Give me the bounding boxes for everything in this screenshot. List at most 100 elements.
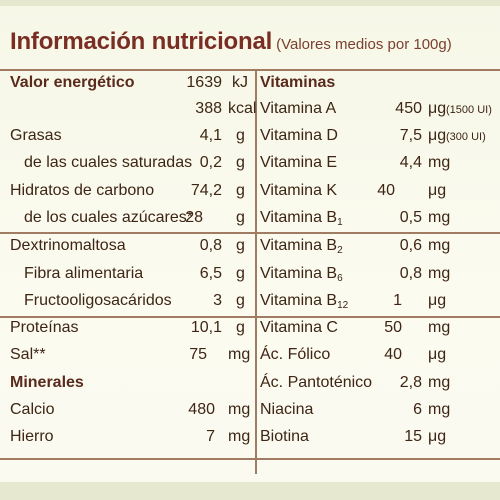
vitamin-label: Vitamina C xyxy=(260,319,338,336)
nutrient-label: Proteínas xyxy=(10,319,79,336)
vitamin-unit: μg xyxy=(428,292,447,309)
column-divider xyxy=(255,71,257,474)
vitamin-unit: mg xyxy=(428,265,451,282)
energy-kj-value: 1639 xyxy=(186,74,222,91)
vitamin-subscript: 12 xyxy=(337,300,349,311)
nutrient-unit: g xyxy=(236,182,245,199)
vitamin-value: 40 xyxy=(377,182,395,199)
top-strip xyxy=(0,0,500,6)
vitamin-value: 0,5 xyxy=(399,209,422,226)
energy-kj-unit: kJ xyxy=(232,74,248,91)
vitamin-note: (1500 UI) xyxy=(446,104,492,116)
vitamin-value: 1 xyxy=(393,292,402,309)
vitamin-unit: mg xyxy=(428,401,451,418)
energy-kcal-value: 388 xyxy=(195,100,222,117)
vitamin-value: 40 xyxy=(384,346,402,363)
title-subtitle: (Valores medios por 100g) xyxy=(276,36,452,53)
vitamin-label: Ác. Pantoténico xyxy=(260,374,373,391)
mineral-label: Hierro xyxy=(10,428,54,445)
nutrient-unit: g xyxy=(236,127,245,144)
vitamin-label-text: Vitamina B xyxy=(260,265,338,282)
vitamin-value: 6 xyxy=(413,401,422,418)
energy-kcal-unit: kcal xyxy=(228,100,257,117)
nutrient-label: Grasas xyxy=(10,127,62,144)
vitamin-label: Vitamina E xyxy=(260,154,338,171)
vitamins-heading: Vitaminas xyxy=(260,74,336,91)
vitamin-label: Niacina xyxy=(260,401,314,418)
vitamin-value: 4,4 xyxy=(399,154,422,171)
nutrient-unit: g xyxy=(236,319,245,336)
vitamin-unit: mg xyxy=(428,374,451,391)
nutrient-value: 6,5 xyxy=(199,265,222,282)
vitamin-unit: mg xyxy=(428,154,451,171)
mineral-unit: mg xyxy=(228,401,251,418)
header-rule xyxy=(0,69,500,71)
vitamin-unit: μg xyxy=(428,182,447,199)
vitamin-value: 450 xyxy=(395,100,422,117)
vitamin-value: 7,5 xyxy=(399,127,422,144)
vitamin-value: 0,8 xyxy=(399,265,422,282)
nutrient-value: 28 xyxy=(185,209,203,226)
vitamin-unit: μg xyxy=(428,346,447,363)
vitamin-label-text: Vitamina B xyxy=(260,292,338,309)
page-title: Información nutricional (Valores medios p… xyxy=(10,30,452,57)
mineral-value: 480 xyxy=(188,401,215,418)
vitamin-unit: mg xyxy=(428,209,451,226)
nutrient-value: 0,8 xyxy=(199,237,222,254)
nutrient-label: Hidratos de carbono xyxy=(10,182,155,199)
vitamin-label: Vitamina B2 xyxy=(260,235,343,257)
mineral-value: 7 xyxy=(206,428,215,445)
nutrient-value: 10,1 xyxy=(190,319,222,336)
vitamin-label: Vitamina B12 xyxy=(260,290,348,312)
vitamin-subscript: 1 xyxy=(337,217,343,228)
vitamin-value: 50 xyxy=(384,319,402,336)
section-rule xyxy=(0,316,500,318)
vitamin-label: Ác. Fólico xyxy=(260,346,331,363)
nutrient-value: 0,2 xyxy=(199,154,222,171)
title-main: Información nutricional xyxy=(10,28,273,55)
vitamin-label: Vitamina K xyxy=(260,182,338,199)
nutrient-unit: mg xyxy=(228,346,251,363)
vitamin-unit: μg xyxy=(428,127,447,144)
nutrient-label: Fibra alimentaria xyxy=(24,265,144,282)
nutrient-label: de las cuales saturadas xyxy=(24,154,193,171)
nutrient-label: de los cuales azúcares* xyxy=(24,209,193,226)
minerals-heading: Minerales xyxy=(10,374,84,391)
vitamin-label-text: Vitamina B xyxy=(260,209,338,226)
bottom-strip xyxy=(0,482,500,500)
nutrient-value: 74,2 xyxy=(190,182,222,199)
vitamin-label: Vitamina A xyxy=(260,100,337,117)
vitamin-value: 0,6 xyxy=(399,237,422,254)
nutrient-value: 75 xyxy=(189,346,207,363)
nutrient-unit: g xyxy=(236,154,245,171)
vitamin-label-text: Vitamina B xyxy=(260,237,338,254)
mineral-label: Calcio xyxy=(10,401,55,418)
vitamin-unit: μg xyxy=(428,100,447,117)
vitamin-subscript: 2 xyxy=(337,245,343,256)
vitamin-label: Vitamina B1 xyxy=(260,207,343,229)
vitamin-unit: mg xyxy=(428,319,451,336)
nutrient-label: Dextrinomaltosa xyxy=(10,237,126,254)
nutrient-label: Fructooligosacáridos xyxy=(24,292,172,309)
energy-label: Valor energético xyxy=(10,74,135,91)
vitamin-value: 2,8 xyxy=(399,374,422,391)
mineral-unit: mg xyxy=(228,428,251,445)
vitamin-unit: mg xyxy=(428,237,451,254)
vitamin-label: Vitamina B6 xyxy=(260,263,343,285)
vitamin-label: Vitamina D xyxy=(260,127,338,144)
vitamin-label: Biotina xyxy=(260,428,309,445)
nutrient-value: 4,1 xyxy=(199,127,222,144)
nutrient-unit: g xyxy=(236,237,245,254)
vitamin-subscript: 6 xyxy=(337,273,343,284)
section-rule xyxy=(0,232,500,234)
nutrient-unit: g xyxy=(236,292,245,309)
nutrient-label: Sal** xyxy=(10,346,46,363)
vitamin-note: (300 UI) xyxy=(446,131,486,143)
vitamin-unit: μg xyxy=(428,428,447,445)
nutrient-unit: g xyxy=(236,265,245,282)
nutrient-value: 3 xyxy=(213,292,222,309)
vitamin-value: 15 xyxy=(404,428,422,445)
nutrient-unit: g xyxy=(236,209,245,226)
bottom-rule xyxy=(0,458,500,460)
